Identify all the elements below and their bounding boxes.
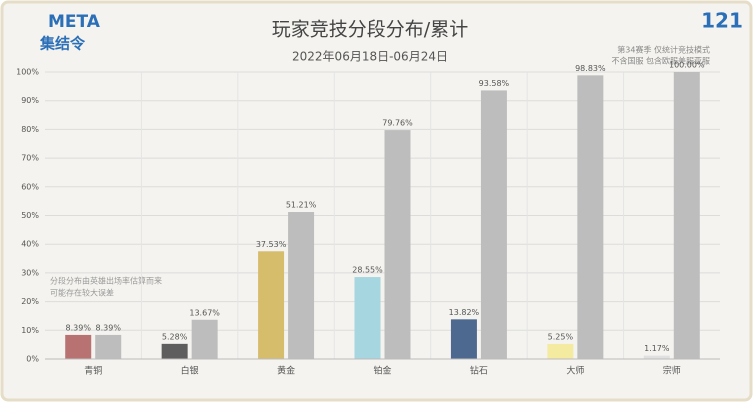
annotation: 可能存在较大误差	[50, 288, 114, 298]
value-label: 100.00%	[669, 61, 705, 70]
x-tick-label: 白银	[181, 365, 199, 377]
value-label: 8.39%	[66, 323, 92, 332]
y-tick-label: 20%	[21, 297, 39, 306]
y-tick-label: 50%	[21, 211, 39, 220]
value-label: 79.76%	[382, 119, 413, 128]
bar	[65, 334, 92, 359]
logo-line1: META	[48, 12, 101, 32]
x-tick-label: 大师	[566, 365, 584, 377]
x-tick-label: 铂金	[373, 365, 391, 377]
bar	[480, 90, 507, 359]
annotation: 分段分布由英雄出场率估算而来	[50, 276, 162, 286]
value-label: 37.53%	[256, 240, 287, 249]
x-tick-label: 青铜	[84, 365, 102, 377]
x-tick-label: 宗师	[663, 365, 681, 377]
chart-title: 玩家竞技分段分布/累计	[272, 19, 468, 41]
bar	[258, 251, 285, 359]
y-tick-label: 40%	[21, 240, 39, 249]
bar	[354, 277, 381, 359]
value-label: 13.67%	[189, 308, 220, 317]
bar	[547, 343, 574, 359]
value-label: 8.39%	[96, 323, 122, 332]
bar	[288, 212, 315, 359]
episode: 121	[701, 9, 743, 33]
value-label: 93.58%	[479, 79, 510, 88]
value-label: 1.17%	[644, 344, 670, 353]
y-tick-label: 80%	[21, 125, 39, 134]
value-label: 13.82%	[449, 308, 480, 317]
chart-subtitle: 2022年06月18日-06月24日	[292, 50, 448, 64]
bar	[384, 130, 411, 359]
bar	[191, 319, 218, 359]
value-label: 5.28%	[162, 332, 188, 341]
note: 不含国服 包含欧服美服亚服	[611, 56, 710, 66]
value-label: 5.25%	[548, 332, 574, 341]
y-tick-label: 10%	[21, 326, 39, 335]
bar	[673, 72, 700, 359]
bar	[95, 334, 122, 359]
value-label: 51.21%	[286, 201, 317, 210]
value-label: 28.55%	[352, 266, 383, 275]
y-tick-label: 0%	[26, 355, 39, 364]
note: 第34赛季 仅统计竞技模式	[617, 45, 710, 55]
value-label: 98.83%	[575, 64, 606, 73]
bar	[450, 319, 477, 359]
x-tick-label: 黄金	[277, 365, 295, 377]
y-tick-label: 70%	[21, 154, 39, 163]
bar	[161, 343, 188, 359]
bar	[577, 75, 604, 359]
y-tick-label: 90%	[21, 96, 39, 105]
y-tick-label: 60%	[21, 182, 39, 191]
y-tick-label: 100%	[16, 68, 39, 77]
x-tick-label: 钻石	[470, 365, 488, 377]
y-tick-label: 30%	[21, 268, 39, 277]
logo-line2: 集结令	[39, 35, 86, 53]
bar	[643, 355, 670, 359]
